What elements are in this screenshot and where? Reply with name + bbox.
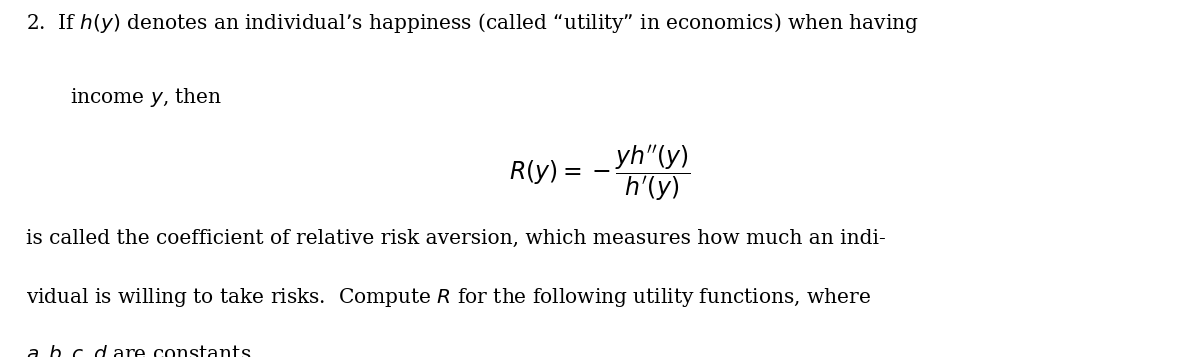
Text: income $y$, then: income $y$, then xyxy=(70,86,222,109)
Text: $R(y) = -\dfrac{yh''(y)}{h'(y)}$: $R(y) = -\dfrac{yh''(y)}{h'(y)}$ xyxy=(509,143,691,203)
Text: vidual is willing to take risks.  Compute $R$ for the following utility function: vidual is willing to take risks. Compute… xyxy=(26,286,871,308)
Text: is called the coefficient of relative risk aversion, which measures how much an : is called the coefficient of relative ri… xyxy=(26,228,886,247)
Text: 2.  If $h(y)$ denotes an individual’s happiness (called “utility” in economics) : 2. If $h(y)$ denotes an individual’s hap… xyxy=(26,11,919,35)
Text: $a, b, c, d$ are constants: $a, b, c, d$ are constants xyxy=(26,343,252,357)
